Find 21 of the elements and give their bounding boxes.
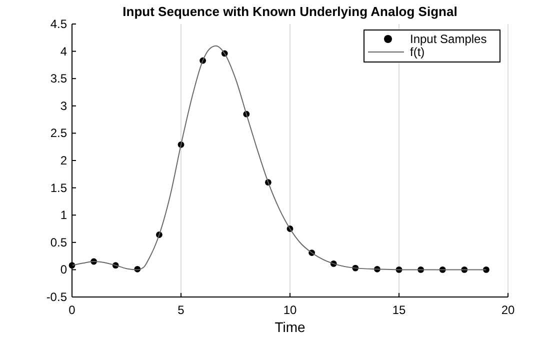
y-tick-label: -0.5 — [46, 290, 68, 304]
y-tick-label: 1 — [60, 208, 68, 222]
point — [483, 266, 490, 273]
x-tick-label: 0 — [68, 303, 76, 317]
y-tick-label: 4 — [60, 44, 68, 58]
y-tick-label: 2 — [60, 154, 68, 168]
legend-label: Input Samples — [410, 32, 487, 46]
y-tick-label: 4.5 — [50, 17, 68, 31]
x-tick-label: 10 — [283, 303, 297, 317]
y-tick-label: 2.5 — [50, 126, 68, 140]
y-tick-label: 0.5 — [50, 235, 68, 250]
x-tick-label: 15 — [392, 303, 406, 317]
y-tick-label: 3.5 — [50, 72, 68, 86]
legend-label: f(t) — [410, 45, 425, 59]
y-tick-label: 3 — [60, 98, 68, 113]
x-tick-label: 20 — [501, 303, 515, 317]
y-tick-label: 1.5 — [50, 180, 68, 195]
y-tick-label: 0 — [60, 262, 68, 277]
x-axis-title: Time — [274, 319, 306, 335]
chart-title: Input Sequence with Known Underlying Analog Signal — [122, 4, 458, 19]
x-tick-label: 5 — [178, 303, 185, 317]
